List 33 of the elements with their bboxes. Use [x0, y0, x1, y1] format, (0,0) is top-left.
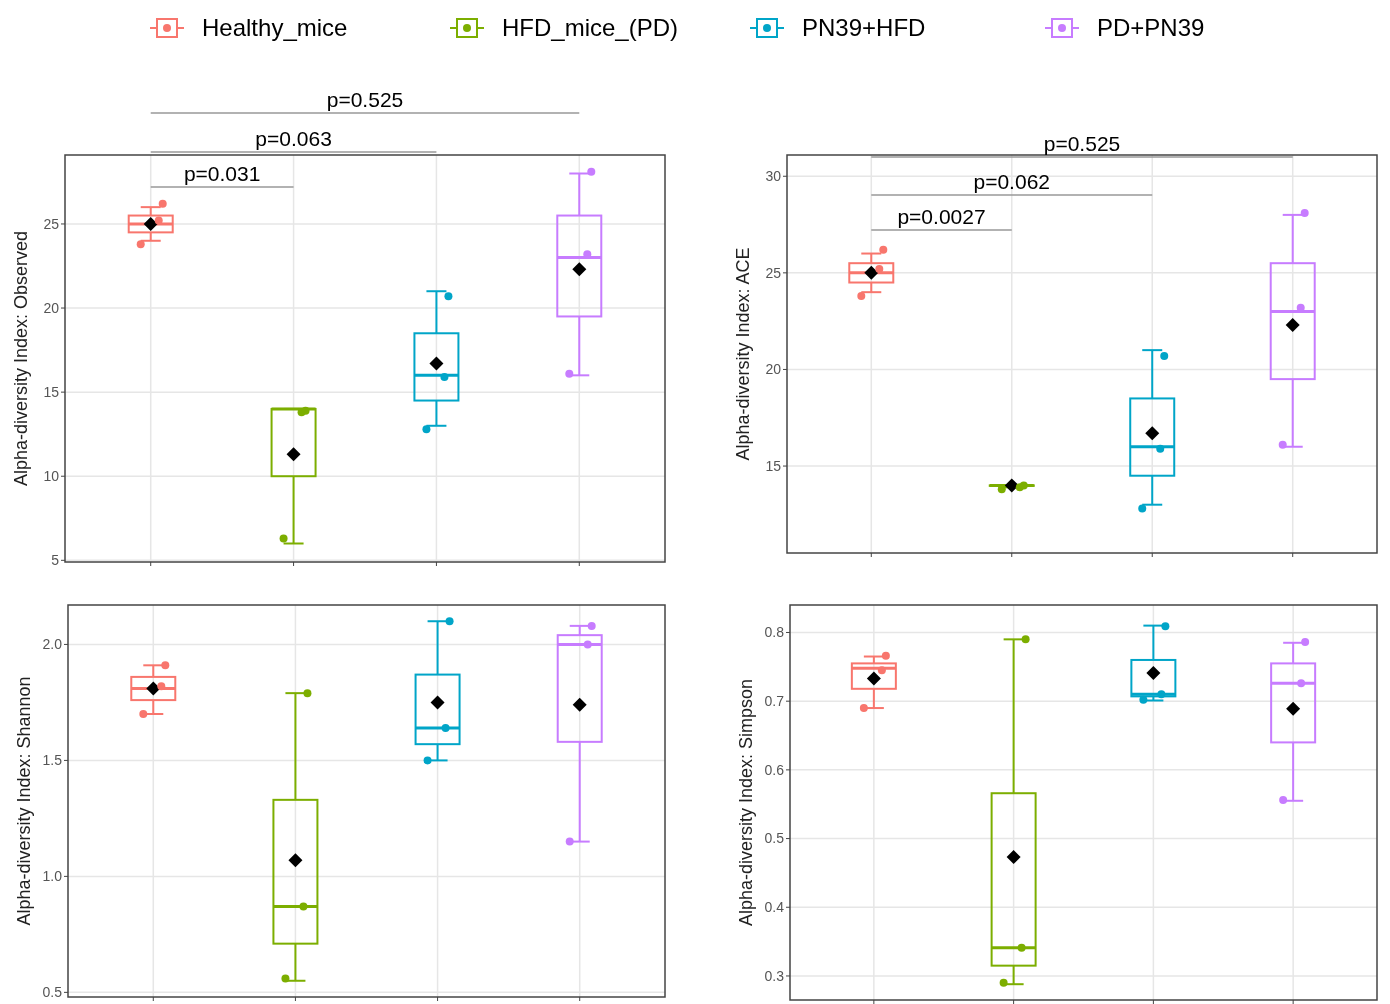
y-tick-label: 0.7 [764, 693, 785, 710]
annotation: p=0.062 [973, 170, 1051, 193]
y-tick-label: 20 [43, 299, 60, 316]
y-axis-title: Alpha-diversity Index: Shannon [14, 676, 34, 926]
text: p=0.525 [326, 88, 404, 111]
annotation: p=0.0027 [897, 205, 986, 228]
legend-label: PN39+HFD [802, 14, 926, 42]
y-axis-title: Alpha-diversity Index: Simpson [736, 678, 756, 927]
y-tick-label: 0.5 [764, 830, 785, 847]
y-tick-label: 1.5 [42, 752, 63, 769]
y-tick-label: 15 [43, 384, 60, 401]
annotation: p=0.031 [183, 162, 261, 185]
legend-label: Healthy_mice [202, 14, 348, 42]
y-tick-label: 15 [765, 457, 782, 474]
y-tick-label: 2.0 [42, 636, 63, 653]
y-tick-label: 0.4 [764, 899, 785, 916]
y-tick-label: 30 [765, 168, 782, 185]
legend-label: PD+PN39 [1097, 14, 1205, 42]
y-tick-label: 25 [765, 264, 782, 281]
text: p=0.063 [255, 127, 332, 150]
y-axis-title: Alpha-diversity Index: Observed [11, 230, 31, 487]
y-tick-label: 10 [43, 468, 60, 485]
y-tick-label: 25 [43, 215, 60, 232]
y-tick-label: 0.6 [764, 761, 785, 778]
y-tick-label: 20 [765, 361, 782, 378]
y-tick-label: 0.3 [764, 967, 785, 984]
y-tick-label: 0.8 [764, 624, 785, 641]
y-tick-label: 5 [51, 552, 60, 569]
y-tick-label: 1.0 [42, 868, 63, 885]
legend-label: HFD_mice_(PD) [502, 14, 679, 42]
y-tick-label: 0.5 [42, 984, 63, 1001]
annotation: p=0.525 [1043, 132, 1121, 155]
y-axis-title: Alpha-diversity Index: ACE [733, 247, 753, 461]
